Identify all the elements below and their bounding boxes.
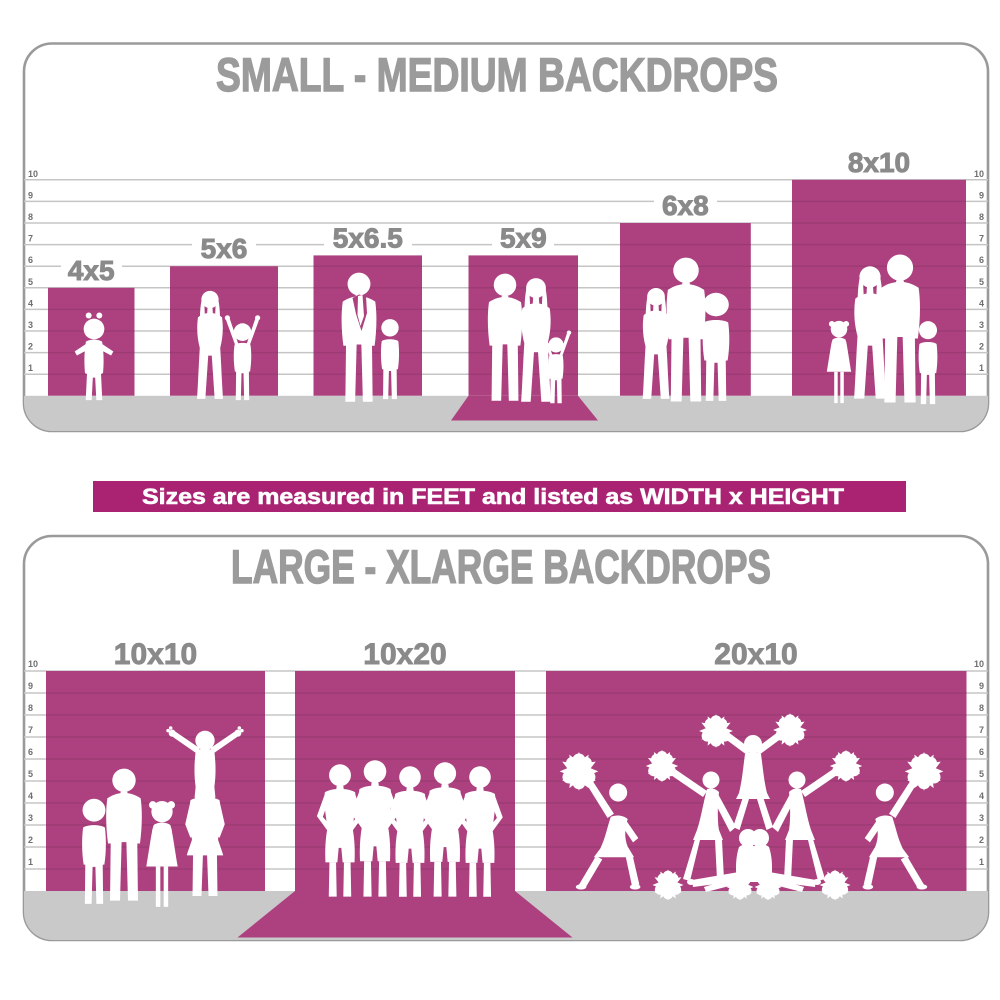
svg-text:8x10: 8x10: [848, 147, 910, 178]
svg-text:9: 9: [979, 681, 984, 691]
svg-text:7: 7: [979, 725, 984, 735]
svg-text:5: 5: [28, 277, 33, 287]
svg-text:2: 2: [979, 835, 984, 845]
svg-text:3: 3: [28, 320, 33, 330]
svg-text:6x8: 6x8: [662, 190, 709, 221]
svg-text:Sizes are measured in FEET and: Sizes are measured in FEET and listed as…: [142, 484, 845, 509]
svg-text:5x9: 5x9: [500, 222, 547, 253]
svg-text:6: 6: [979, 747, 984, 757]
svg-text:6: 6: [979, 255, 984, 265]
svg-text:5: 5: [28, 769, 33, 779]
svg-text:9: 9: [28, 190, 33, 200]
svg-text:8: 8: [979, 212, 984, 222]
svg-text:10: 10: [28, 659, 38, 669]
svg-text:SMALL - MEDIUM BACKDROPS: SMALL - MEDIUM BACKDROPS: [216, 48, 778, 101]
svg-text:2: 2: [28, 342, 33, 352]
svg-text:2: 2: [28, 835, 33, 845]
svg-text:1: 1: [28, 363, 33, 373]
svg-text:5: 5: [979, 769, 984, 779]
svg-text:6: 6: [28, 747, 33, 757]
svg-text:1: 1: [979, 857, 984, 867]
svg-text:10: 10: [974, 169, 984, 179]
svg-text:10: 10: [974, 659, 984, 669]
svg-text:4: 4: [979, 298, 984, 308]
svg-text:3: 3: [28, 813, 33, 823]
svg-text:20x10: 20x10: [714, 638, 797, 671]
svg-text:5x6: 5x6: [201, 233, 248, 264]
svg-text:9: 9: [979, 190, 984, 200]
svg-text:10x20: 10x20: [363, 638, 446, 671]
svg-text:9: 9: [28, 681, 33, 691]
svg-text:4: 4: [28, 298, 33, 308]
svg-text:6: 6: [28, 255, 33, 265]
svg-text:4: 4: [28, 791, 33, 801]
svg-text:LARGE - XLARGE BACKDROPS: LARGE - XLARGE BACKDROPS: [231, 540, 771, 593]
svg-text:7: 7: [979, 234, 984, 244]
svg-text:1: 1: [979, 363, 984, 373]
svg-text:3: 3: [979, 320, 984, 330]
svg-text:4: 4: [979, 791, 984, 801]
svg-text:8: 8: [28, 212, 33, 222]
svg-text:2: 2: [979, 342, 984, 352]
svg-text:4x5: 4x5: [68, 255, 115, 286]
svg-text:8: 8: [28, 703, 33, 713]
svg-text:10: 10: [28, 169, 38, 179]
svg-text:10x10: 10x10: [114, 638, 197, 671]
svg-text:5x6.5: 5x6.5: [333, 222, 403, 253]
svg-text:1: 1: [28, 857, 33, 867]
svg-text:5: 5: [979, 277, 984, 287]
svg-text:7: 7: [28, 234, 33, 244]
svg-text:7: 7: [28, 725, 33, 735]
svg-text:8: 8: [979, 703, 984, 713]
svg-text:3: 3: [979, 813, 984, 823]
